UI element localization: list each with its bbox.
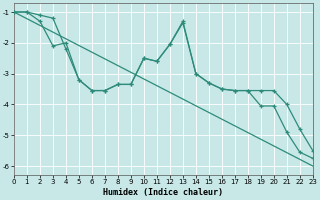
X-axis label: Humidex (Indice chaleur): Humidex (Indice chaleur) (103, 188, 223, 197)
